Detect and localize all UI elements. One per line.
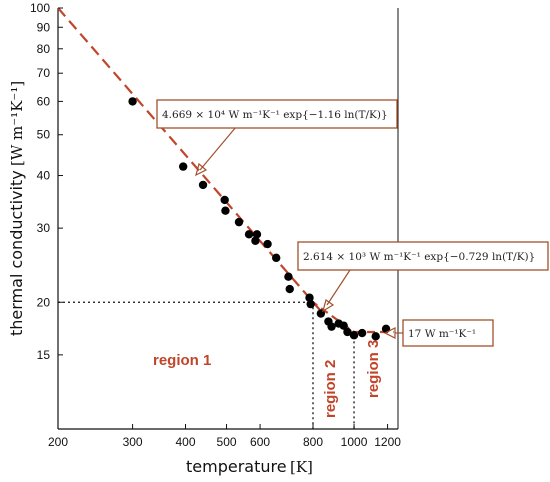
callout-1-pointer [199, 126, 237, 171]
y-tick-label: 60 [37, 94, 51, 108]
axes-frame [57, 8, 399, 430]
data-point [357, 328, 367, 338]
callout-1-box [156, 99, 398, 129]
x-tick-label: 200 [48, 435, 68, 449]
callout-1-arrowhead [195, 162, 208, 177]
y-axis-unit: [W m⁻¹K⁻¹] [8, 81, 26, 166]
data-point [252, 230, 262, 239]
callout-3-text: 17 W m⁻¹K⁻¹ [408, 328, 476, 340]
data-point [371, 332, 380, 341]
x-tick-label: 800 [303, 435, 323, 449]
x-tick-label: 400 [175, 435, 195, 449]
data-point [178, 162, 188, 171]
fit-lines [57, 7, 394, 335]
fit-1-callout: 4.669 × 10⁴ W m⁻¹K⁻¹ exp{−1.16 ln(T/K)} [156, 99, 398, 177]
region-2-label: region 2 [322, 360, 339, 418]
callout-3-box [402, 319, 494, 347]
data-point [285, 284, 294, 294]
data-point [381, 324, 391, 333]
x-tick-label: 300 [123, 435, 143, 449]
callout-2-text: 2.614 × 10³ W m⁻¹K⁻¹ exp{−0.729 ln(T/K)} [303, 251, 535, 263]
data-point [128, 97, 137, 106]
data-point [234, 217, 244, 227]
data-point [221, 206, 230, 215]
x-axis-title: temperature [186, 457, 287, 476]
guide-lines [58, 301, 355, 429]
x-axis-unit: [K] [290, 458, 313, 476]
data-point [305, 293, 314, 302]
data-point [284, 272, 293, 281]
data-point [220, 195, 229, 205]
region-3-label: region 3 [365, 340, 382, 398]
y-tick-label: 15 [37, 348, 51, 362]
data-point [343, 327, 352, 337]
callout-2-pointer [326, 269, 351, 306]
data-point [327, 322, 336, 331]
data-point [339, 321, 348, 330]
y-tick-label: 80 [37, 42, 51, 56]
data-point [263, 239, 272, 249]
data-point [272, 253, 281, 263]
data-point [244, 230, 254, 239]
callout-1-text: 4.669 × 10⁴ W m⁻¹K⁻¹ exp{−1.16 ln(T/K)} [162, 109, 388, 121]
x-tick-label: 600 [250, 435, 270, 449]
x-tick-label: 500 [217, 435, 237, 449]
y-tick-label: 20 [37, 295, 51, 309]
y-tick-label: 70 [37, 66, 51, 80]
y-ticks: 100 90 80 70 60 50 40 30 20 15 [30, 1, 63, 362]
fit-3-callout: 17 W m⁻¹K⁻¹ [383, 319, 494, 347]
fit-2-callout: 2.614 × 10³ W m⁻¹K⁻¹ exp{−0.729 ln(T/K)} [297, 241, 549, 313]
callout-2-box [297, 241, 549, 271]
y-tick-label: 30 [37, 221, 51, 235]
y-tick-label: 100 [30, 1, 50, 15]
x-ticks: 200 300 400 500 600 800 1000 1200 [48, 424, 401, 449]
y-tick-label: 90 [37, 20, 51, 34]
y-axis-title: thermal conductivity [7, 170, 26, 336]
data-point [198, 180, 208, 190]
callout-2-arrowhead [322, 299, 335, 313]
y-tick-label: 40 [37, 169, 51, 183]
data-point [306, 299, 315, 309]
x-tick-label: 1000 [341, 435, 368, 449]
data-point [251, 236, 260, 245]
x-tick-label: 1200 [374, 435, 401, 449]
y-tick-label: 50 [37, 128, 51, 142]
fit-line-region-1 [57, 7, 321, 311]
data-point [349, 331, 359, 340]
region-1-label: region 1 [153, 352, 211, 369]
data-points [128, 97, 391, 341]
